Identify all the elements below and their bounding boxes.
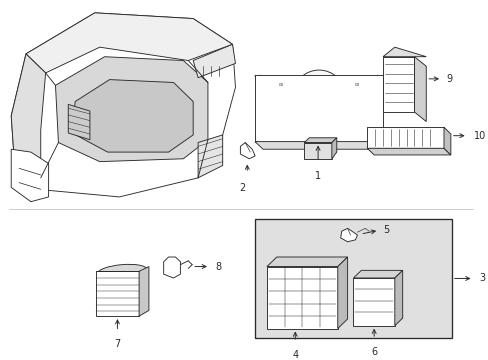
Polygon shape [198, 135, 222, 178]
Polygon shape [55, 57, 207, 162]
Polygon shape [414, 57, 426, 122]
Polygon shape [331, 138, 336, 159]
Polygon shape [96, 271, 139, 316]
Polygon shape [353, 278, 394, 326]
Polygon shape [193, 44, 235, 78]
Text: 10: 10 [472, 131, 485, 141]
Text: 00: 00 [354, 83, 359, 87]
Polygon shape [304, 138, 336, 143]
Polygon shape [11, 13, 235, 197]
Circle shape [80, 89, 96, 104]
Polygon shape [266, 266, 337, 329]
Polygon shape [255, 75, 382, 141]
Text: 3: 3 [478, 274, 485, 283]
Polygon shape [11, 54, 45, 188]
Polygon shape [72, 80, 193, 152]
Text: 5: 5 [382, 225, 388, 235]
Polygon shape [11, 149, 48, 202]
Circle shape [109, 284, 129, 303]
Polygon shape [240, 143, 255, 159]
Polygon shape [139, 266, 149, 316]
Polygon shape [337, 257, 347, 329]
Circle shape [84, 93, 92, 100]
Polygon shape [163, 257, 180, 278]
Circle shape [345, 90, 368, 113]
Text: 6: 6 [370, 347, 376, 357]
Polygon shape [353, 270, 402, 278]
Polygon shape [304, 143, 331, 159]
Polygon shape [340, 228, 357, 242]
Polygon shape [266, 257, 347, 266]
Circle shape [301, 78, 336, 112]
Polygon shape [443, 127, 450, 155]
Ellipse shape [98, 264, 146, 278]
Polygon shape [26, 13, 232, 73]
Circle shape [269, 90, 293, 113]
Polygon shape [382, 57, 414, 112]
Text: 00: 00 [279, 83, 284, 87]
Polygon shape [255, 219, 451, 338]
Circle shape [362, 106, 377, 122]
Polygon shape [68, 104, 90, 140]
Text: 9: 9 [445, 74, 451, 84]
Circle shape [293, 70, 344, 120]
Polygon shape [366, 127, 443, 148]
Polygon shape [382, 47, 426, 57]
Text: 1: 1 [314, 171, 321, 181]
Polygon shape [394, 270, 402, 326]
Polygon shape [255, 141, 390, 149]
Circle shape [257, 106, 272, 122]
Polygon shape [366, 148, 450, 155]
Text: 8: 8 [215, 262, 222, 271]
Text: 4: 4 [292, 350, 298, 360]
Circle shape [339, 84, 374, 119]
Text: 7: 7 [114, 339, 121, 349]
Circle shape [264, 84, 299, 119]
Text: 2: 2 [239, 183, 245, 193]
